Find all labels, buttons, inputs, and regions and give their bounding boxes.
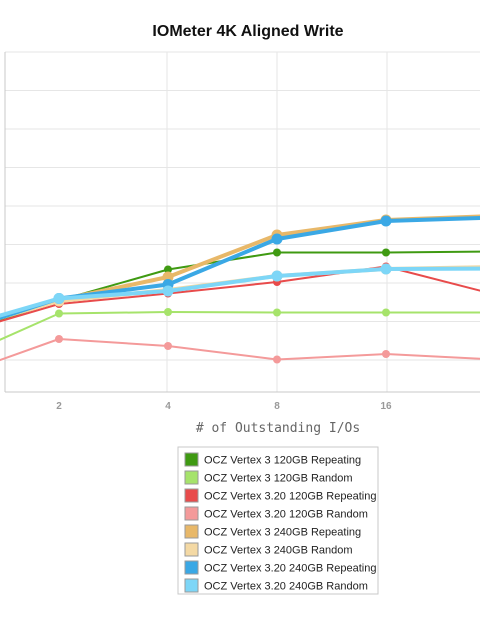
- data-point: [273, 308, 281, 317]
- data-point: [271, 270, 283, 282]
- legend-label: OCZ Vertex 3 240GB Repeating: [204, 527, 361, 539]
- legend-swatch: [184, 488, 199, 503]
- series-line: [0, 311, 480, 341]
- data-point: [55, 335, 63, 343]
- legend-swatch: [184, 470, 199, 485]
- x-tick-label: 4: [165, 401, 171, 412]
- series-3: [0, 335, 480, 364]
- chart-title: IOMeter 4K Aligned Write: [152, 23, 343, 40]
- legend-label: OCZ Vertex 3.20 120GB Random: [204, 509, 368, 521]
- series-layer: [0, 214, 480, 364]
- legend-swatch: [184, 524, 199, 539]
- data-point: [382, 308, 390, 317]
- data-point: [271, 233, 283, 245]
- series-line: [0, 215, 480, 320]
- legend-swatch: [184, 542, 199, 557]
- data-point: [382, 350, 390, 358]
- legend-label: OCZ Vertex 3.20 120GB Repeating: [204, 491, 376, 503]
- series-1: [0, 308, 480, 341]
- data-point: [380, 215, 392, 227]
- data-point: [164, 342, 172, 350]
- x-tick-label: 16: [380, 401, 392, 412]
- data-point: [55, 309, 63, 318]
- data-point: [273, 355, 281, 364]
- data-point: [382, 248, 390, 257]
- legend-label: OCZ Vertex 3 240GB Random: [204, 545, 353, 557]
- legend-label: OCZ Vertex 3.20 240GB Random: [204, 581, 368, 593]
- legend-swatch: [184, 578, 199, 593]
- data-point: [164, 265, 172, 274]
- legend-box: [177, 446, 379, 595]
- x-tick-label: 2: [56, 401, 62, 412]
- axes: [4, 52, 480, 393]
- series-line: [0, 266, 480, 318]
- legend-label: OCZ Vertex 3 120GB Random: [204, 473, 353, 485]
- data-point: [162, 285, 174, 297]
- x-axis-label: # of Outstanding I/Os: [196, 421, 360, 436]
- x-tick-labels: 2 4 8 16: [56, 401, 392, 412]
- legend-swatch: [184, 560, 199, 575]
- data-point: [53, 293, 65, 304]
- series-line: [0, 250, 480, 322]
- series-line: [0, 338, 480, 362]
- x-tick-label: 8: [274, 401, 280, 412]
- legend-swatch: [184, 452, 199, 467]
- series-0: [0, 248, 480, 322]
- legend-label: OCZ Vertex 3.20 240GB Repeating: [204, 563, 376, 575]
- data-point: [273, 248, 281, 257]
- series-6: [0, 215, 480, 320]
- legend-label: OCZ Vertex 3 120GB Repeating: [204, 455, 361, 467]
- legend: OCZ Vertex 3 120GB Repeating OCZ Vertex 3…: [177, 446, 379, 595]
- series-7: [0, 263, 480, 318]
- legend-swatch: [184, 506, 199, 521]
- data-point: [380, 263, 392, 275]
- data-point: [164, 308, 172, 316]
- grid: [5, 51, 480, 392]
- series-line: [0, 265, 480, 323]
